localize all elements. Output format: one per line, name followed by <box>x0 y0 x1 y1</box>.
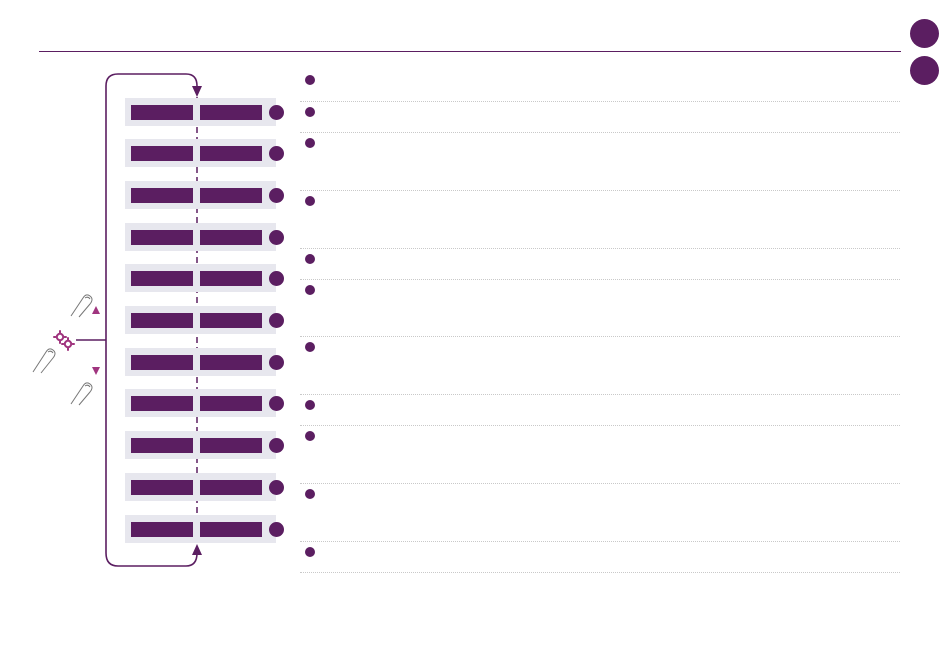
display-segment-left <box>131 105 193 120</box>
display-row <box>125 348 284 376</box>
display-row <box>125 264 284 292</box>
list-bullet <box>305 75 315 85</box>
row-marker-dot <box>269 105 284 120</box>
display-segment-left <box>131 355 193 370</box>
list-bullet <box>305 400 315 410</box>
display-row <box>125 139 284 167</box>
display-segment-right <box>200 480 262 495</box>
up-arrow-icon <box>92 306 100 314</box>
display-segment-right <box>200 396 262 411</box>
row-marker-dot <box>269 313 284 328</box>
display-segment-left <box>131 146 193 161</box>
row-marker-dot <box>269 396 284 411</box>
display-row <box>125 515 284 543</box>
display-segment-left <box>131 188 193 203</box>
display-segment-right <box>200 230 262 245</box>
list-bullet <box>305 196 315 206</box>
list-bullet <box>305 489 315 499</box>
display-segment-right <box>200 355 262 370</box>
down-arrow-icon <box>92 367 100 375</box>
list-bullet <box>305 547 315 557</box>
marker-dot-1 <box>910 19 939 48</box>
display-row <box>125 98 284 126</box>
finger-tap-down-icon[interactable] <box>68 374 98 406</box>
display-row <box>125 431 284 459</box>
display-segment-right <box>200 105 262 120</box>
display-segment-left <box>131 522 193 537</box>
row-marker-dot <box>269 355 284 370</box>
display-row <box>125 223 284 251</box>
display-row <box>125 389 284 417</box>
row-marker-dot <box>269 146 284 161</box>
display-segment-left <box>131 313 193 328</box>
row-marker-dot <box>269 480 284 495</box>
display-segment-right <box>200 438 262 453</box>
marker-dot-2 <box>910 56 939 85</box>
display-segment-left <box>131 438 193 453</box>
list-separator <box>300 336 900 337</box>
row-marker-dot <box>269 271 284 286</box>
loop-bottom-arrow <box>192 544 202 555</box>
display-row <box>125 306 284 334</box>
display-segment-left <box>131 271 193 286</box>
display-row <box>125 181 284 209</box>
loop-top-arrow <box>192 86 202 97</box>
row-marker-dot <box>269 188 284 203</box>
row-marker-dot <box>269 522 284 537</box>
display-segment-left <box>131 480 193 495</box>
row-marker-dot <box>269 438 284 453</box>
display-segment-right <box>200 271 262 286</box>
display-segment-left <box>131 396 193 411</box>
list-separator <box>300 394 900 395</box>
list-separator <box>300 541 900 542</box>
list-separator <box>300 190 900 191</box>
loop-bottom-line <box>105 86 198 567</box>
list-separator <box>300 248 900 249</box>
display-row <box>125 473 284 501</box>
finger-tap-up-icon[interactable] <box>68 286 98 318</box>
display-segment-right <box>200 146 262 161</box>
list-separator <box>300 483 900 484</box>
display-segment-right <box>200 313 262 328</box>
list-separator <box>300 425 900 426</box>
display-segment-right <box>200 188 262 203</box>
loop-top-line <box>105 73 198 88</box>
list-separator <box>300 101 900 102</box>
list-bullet <box>305 107 315 117</box>
display-segment-right <box>200 522 262 537</box>
list-bullet <box>305 342 315 352</box>
list-bullet <box>305 254 315 264</box>
finger-tap-settings-icon[interactable] <box>30 338 62 374</box>
list-bullet <box>305 431 315 441</box>
list-separator <box>300 132 900 133</box>
list-bullet <box>305 285 315 295</box>
list-bullet <box>305 138 315 148</box>
list-separator <box>300 279 900 280</box>
row-marker-dot <box>269 230 284 245</box>
list-separator <box>300 572 900 573</box>
display-segment-left <box>131 230 193 245</box>
gears-icon[interactable] <box>52 330 76 352</box>
top-rule <box>39 51 901 52</box>
